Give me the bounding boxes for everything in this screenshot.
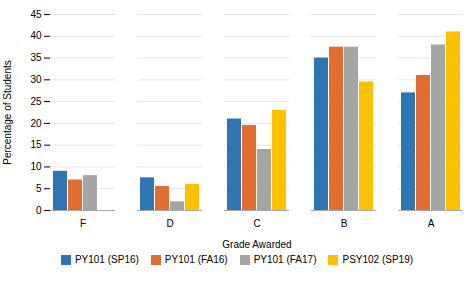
svg-text:10: 10: [30, 161, 42, 172]
html-text:PY101 (FA17): PY101 (FA17): [253, 254, 317, 265]
html-text:PY101 (SP16): PY101 (SP16): [74, 254, 139, 265]
svg-text:0: 0: [36, 205, 42, 216]
svg-text:20: 20: [30, 118, 42, 129]
svg-text:F: F: [80, 218, 86, 229]
svg-text:35: 35: [30, 52, 42, 63]
svg-text:25: 25: [30, 96, 42, 107]
svg-text:30: 30: [30, 74, 42, 85]
svg-text:C: C: [253, 218, 260, 229]
html-text:PSY102 (SP19): PSY102 (SP19): [342, 254, 414, 265]
svg-text:Percentage of Students: Percentage of Students: [2, 60, 13, 165]
svg-text:45: 45: [30, 9, 42, 20]
svg-text:15: 15: [30, 139, 42, 150]
html-text:PY101 (FA16): PY101 (FA16): [164, 254, 228, 265]
svg-text:A: A: [428, 218, 435, 229]
svg-text:40: 40: [30, 30, 42, 41]
svg-text:5: 5: [36, 183, 42, 194]
svg-text:Grade Awarded: Grade Awarded: [222, 239, 291, 250]
svg-text:B: B: [341, 218, 348, 229]
svg-text:D: D: [166, 218, 173, 229]
